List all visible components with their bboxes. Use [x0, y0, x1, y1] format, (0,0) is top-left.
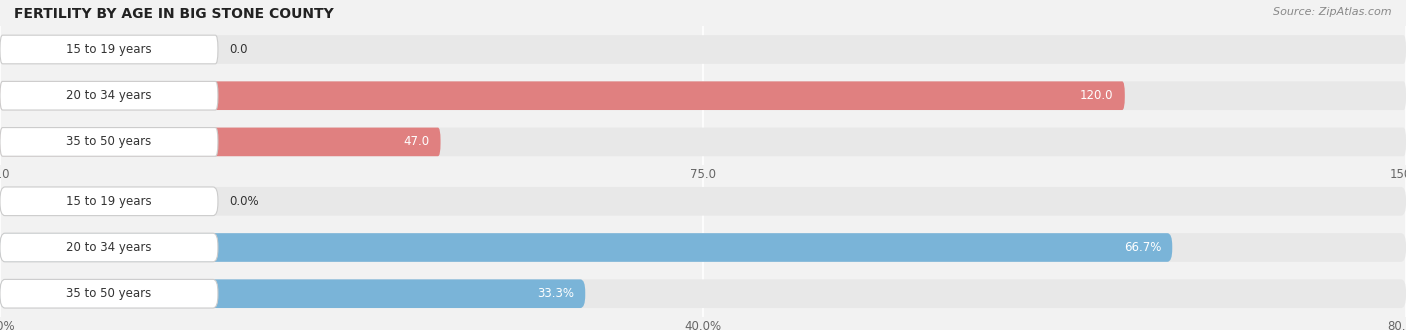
Text: 35 to 50 years: 35 to 50 years: [66, 287, 152, 300]
Text: 20 to 34 years: 20 to 34 years: [66, 89, 152, 102]
FancyBboxPatch shape: [0, 187, 1406, 215]
Text: 20 to 34 years: 20 to 34 years: [66, 241, 152, 254]
Text: FERTILITY BY AGE IN BIG STONE COUNTY: FERTILITY BY AGE IN BIG STONE COUNTY: [14, 7, 333, 20]
FancyBboxPatch shape: [0, 280, 585, 308]
FancyBboxPatch shape: [0, 280, 1406, 308]
FancyBboxPatch shape: [0, 233, 1406, 262]
FancyBboxPatch shape: [0, 128, 1406, 156]
Text: 33.3%: 33.3%: [537, 287, 574, 300]
Text: 0.0: 0.0: [229, 43, 247, 56]
FancyBboxPatch shape: [0, 82, 1125, 110]
FancyBboxPatch shape: [0, 35, 1406, 64]
FancyBboxPatch shape: [0, 82, 1406, 110]
FancyBboxPatch shape: [0, 82, 218, 110]
FancyBboxPatch shape: [0, 128, 440, 156]
FancyBboxPatch shape: [0, 128, 218, 156]
Text: Source: ZipAtlas.com: Source: ZipAtlas.com: [1274, 7, 1392, 16]
FancyBboxPatch shape: [0, 233, 218, 262]
Text: 0.0%: 0.0%: [229, 195, 259, 208]
Text: 15 to 19 years: 15 to 19 years: [66, 43, 152, 56]
Text: 15 to 19 years: 15 to 19 years: [66, 195, 152, 208]
FancyBboxPatch shape: [0, 280, 218, 308]
Text: 35 to 50 years: 35 to 50 years: [66, 135, 152, 148]
Text: 120.0: 120.0: [1080, 89, 1114, 102]
FancyBboxPatch shape: [0, 187, 218, 215]
Text: 47.0: 47.0: [404, 135, 429, 148]
FancyBboxPatch shape: [0, 35, 218, 64]
Text: 66.7%: 66.7%: [1123, 241, 1161, 254]
FancyBboxPatch shape: [0, 233, 1173, 262]
